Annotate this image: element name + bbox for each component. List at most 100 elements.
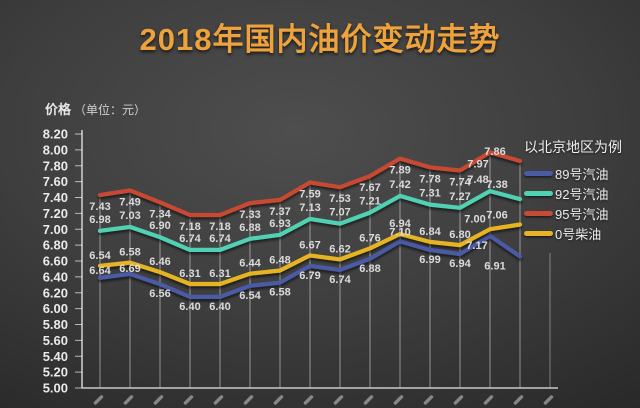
legend: 以北京地区为例 89号汽油 92号汽油 95号汽油 0号柴油 xyxy=(524,137,622,246)
data-label-92-gasoline: 7.27 xyxy=(449,191,470,203)
data-label-95-gasoline: 7.59 xyxy=(299,188,320,200)
x-tick-label-fragment xyxy=(333,395,344,405)
y-axis-title: 价格 （单位：元） xyxy=(45,99,146,118)
legend-label-0-diesel: 0号柴油 xyxy=(555,227,602,242)
x-tick-label-fragment xyxy=(513,395,524,405)
x-tick-label-fragment xyxy=(483,395,494,405)
data-label-89-gasoline: 6.56 xyxy=(149,288,170,300)
data-label-0-diesel: 6.58 xyxy=(119,247,140,259)
legend-item-0-diesel: 0号柴油 xyxy=(524,226,622,242)
data-label-89-gasoline: 6.64 xyxy=(89,265,111,277)
data-label-95-gasoline: 7.53 xyxy=(329,193,350,205)
data-label-89-gasoline: 6.58 xyxy=(269,287,290,299)
series-lines xyxy=(97,150,523,299)
data-label-0-diesel: 6.48 xyxy=(269,255,290,267)
data-label-89-gasoline: 6.99 xyxy=(419,254,440,266)
data-label-92-gasoline: 7.48 xyxy=(467,174,488,186)
legend-swatch-92-gasoline-icon xyxy=(524,191,553,196)
x-tick-label-fragment xyxy=(213,395,224,405)
x-tick-label-fragment xyxy=(243,395,254,405)
data-label-92-gasoline: 7.13 xyxy=(299,202,320,214)
data-label-89-gasoline: 6.40 xyxy=(209,301,230,313)
data-label-95-gasoline: 7.97 xyxy=(467,158,488,170)
x-tick-label-fragment xyxy=(423,395,434,405)
data-label-92-gasoline: 6.98 xyxy=(89,214,110,226)
legend-note: 以北京地区为例 xyxy=(524,139,622,155)
series-line-89-gasoline xyxy=(97,233,523,299)
y-axis-title-label: 价格 xyxy=(45,102,72,117)
data-label-95-gasoline: 7.49 xyxy=(119,196,140,208)
data-label-89-gasoline: 7.10 xyxy=(389,226,410,238)
legend-item-95-gasoline: 95号汽油 xyxy=(524,206,622,222)
x-tick-label-fragment xyxy=(123,395,134,405)
x-tick-label-fragment xyxy=(543,395,554,405)
legend-swatch-0-diesel-icon xyxy=(524,231,553,236)
data-label-0-diesel: 6.76 xyxy=(359,232,380,244)
x-tick-label-fragment xyxy=(363,395,374,405)
series-line-0-diesel xyxy=(97,222,523,287)
page-title: 2018年国内油价变动走势 xyxy=(139,22,501,57)
data-label-92-gasoline: 7.42 xyxy=(389,179,410,191)
data-label-95-gasoline: 7.18 xyxy=(209,221,230,233)
x-tick-label-fragment xyxy=(453,395,464,405)
y-tick-label: 6.20 xyxy=(43,285,68,300)
series-line-92-gasoline xyxy=(97,189,523,252)
data-label-95-gasoline: 7.37 xyxy=(269,206,290,218)
legend-item-89-gasoline: 89号汽油 xyxy=(524,166,622,182)
data-labels: 6.64 6.69 6.56 6.40 6.40 6.54 6.58 6.79 6.74 6.88… xyxy=(89,146,507,313)
x-tick-label-fragments xyxy=(93,395,554,405)
data-label-0-diesel: 6.46 xyxy=(149,256,170,268)
data-label-92-gasoline: 7.38 xyxy=(486,179,507,191)
data-label-0-diesel: 6.94 xyxy=(389,218,411,230)
data-label-0-diesel: 6.44 xyxy=(239,258,261,270)
data-label-89-gasoline: 6.69 xyxy=(119,263,140,275)
y-tick-label: 5.80 xyxy=(43,317,68,332)
data-label-89-gasoline: 6.54 xyxy=(239,290,261,302)
data-label-0-diesel: 6.80 xyxy=(449,229,470,241)
data-label-92-gasoline: 7.21 xyxy=(359,196,380,208)
series-line-95-gasoline xyxy=(97,150,523,218)
data-label-89-gasoline: 6.91 xyxy=(484,260,505,272)
data-label-0-diesel: 7.00 xyxy=(464,213,485,225)
data-label-89-gasoline: 6.94 xyxy=(449,258,471,270)
data-label-89-gasoline: 6.88 xyxy=(359,263,380,275)
data-label-89-gasoline: 6.40 xyxy=(179,301,200,313)
data-label-95-gasoline: 7.18 xyxy=(179,221,200,233)
data-label-92-gasoline: 7.07 xyxy=(329,207,350,219)
y-tick-label: 6.00 xyxy=(43,301,68,316)
data-label-95-gasoline: 7.89 xyxy=(389,165,410,177)
x-tick-label-fragment xyxy=(153,395,164,405)
y-tick-label: 7.80 xyxy=(43,158,68,173)
y-tick-label: 6.40 xyxy=(43,269,68,284)
data-label-95-gasoline: 7.33 xyxy=(239,209,260,221)
data-label-95-gasoline: 7.43 xyxy=(89,201,110,213)
data-label-95-gasoline: 7.74 xyxy=(449,177,471,189)
data-label-92-gasoline: 6.90 xyxy=(149,220,170,232)
legend-item-92-gasoline: 92号汽油 xyxy=(524,186,622,202)
data-label-89-gasoline: 7.17 xyxy=(466,240,487,252)
y-axis-ticks: 8.208.007.807.607.407.207.006.806.606.40… xyxy=(43,127,82,396)
data-label-0-diesel: 6.67 xyxy=(299,239,320,251)
data-label-95-gasoline: 7.67 xyxy=(359,182,380,194)
data-label-0-diesel: 6.31 xyxy=(179,268,200,280)
y-tick-label: 5.60 xyxy=(43,333,68,348)
legend-label-92-gasoline: 92号汽油 xyxy=(555,187,609,202)
data-label-92-gasoline: 7.03 xyxy=(119,210,140,222)
legend-swatch-89-gasoline-icon xyxy=(524,171,553,176)
data-label-89-gasoline: 6.79 xyxy=(299,270,320,282)
y-tick-label: 5.00 xyxy=(43,381,68,396)
y-tick-label: 8.00 xyxy=(43,142,68,157)
y-tick-label: 6.80 xyxy=(43,238,68,253)
data-label-0-diesel: 6.62 xyxy=(329,243,350,255)
data-label-0-diesel: 6.84 xyxy=(419,226,441,238)
x-tick-label-fragment xyxy=(183,395,194,405)
gridlines xyxy=(99,155,551,388)
data-label-95-gasoline: 7.34 xyxy=(149,208,171,220)
data-label-0-diesel: 7.06 xyxy=(486,209,507,221)
data-label-89-gasoline: 6.74 xyxy=(329,274,351,286)
data-label-92-gasoline: 6.74 xyxy=(179,233,201,245)
data-label-92-gasoline: 6.74 xyxy=(209,233,231,245)
y-tick-label: 7.20 xyxy=(43,206,68,221)
y-tick-label: 7.00 xyxy=(43,222,68,237)
